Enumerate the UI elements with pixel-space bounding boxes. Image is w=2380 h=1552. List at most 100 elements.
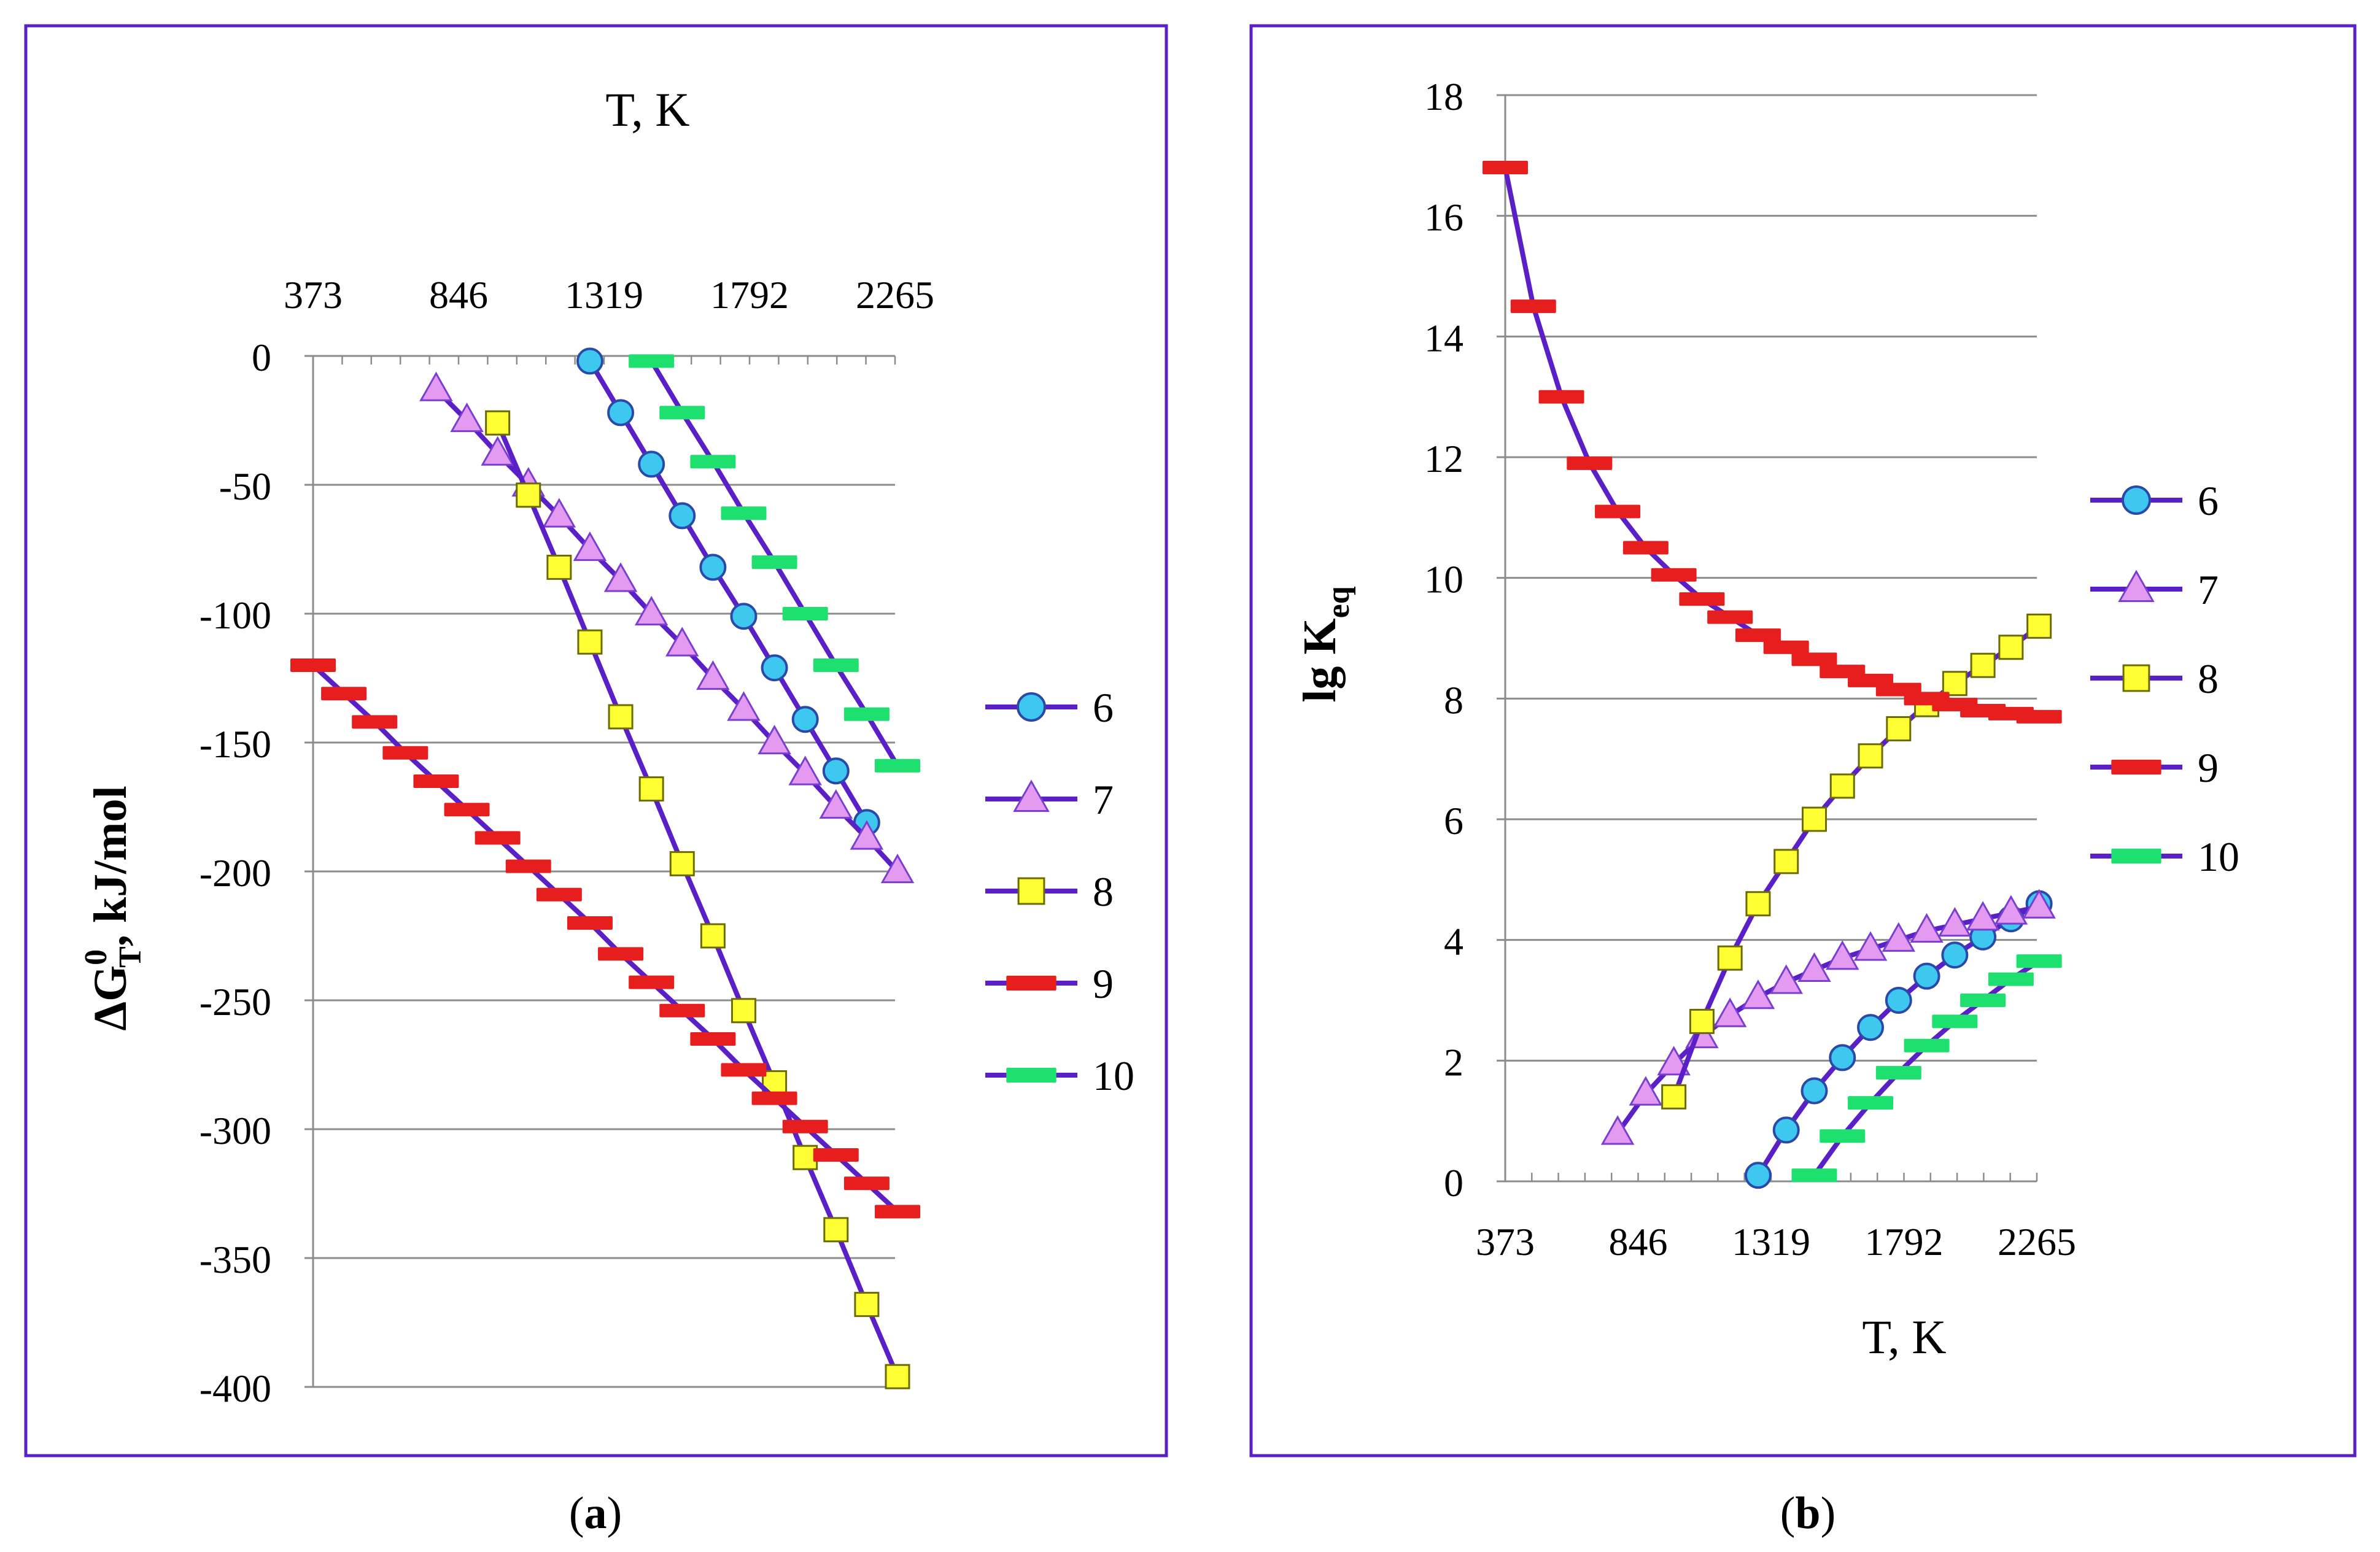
panel-b-caption-letter: b xyxy=(1795,1488,1820,1538)
panel-b-ylabel-sub: eq xyxy=(1321,586,1356,618)
panel-a-ytick-label-6: -300 xyxy=(200,1109,271,1152)
panel-b-series-7-point-7 xyxy=(1797,952,1831,983)
panel-a-series-8-point-11 xyxy=(823,1217,849,1243)
panel-a-legend-6-label: 6 xyxy=(1093,684,1114,731)
panel-b-xtick-label-0: 373 xyxy=(1476,1220,1535,1264)
panel-a-xtick-label-0: 373 xyxy=(284,273,343,317)
panel-a-series-10-point-5 xyxy=(782,607,828,620)
panel-a-series-6-point-0 xyxy=(576,347,603,375)
panel-a-series-9-point-16 xyxy=(782,1119,828,1133)
panel-a-legend-10-marker xyxy=(1006,1067,1056,1083)
panel-b-series-8-point-12 xyxy=(1998,635,2024,660)
panel-b-xtick-label-2: 1319 xyxy=(1732,1220,1810,1264)
panel-b-ytick-label-9: 18 xyxy=(1424,75,1463,118)
panel-a-ytick-label-0: 0 xyxy=(252,336,271,379)
panel-b-legend-7-marker xyxy=(2118,569,2155,602)
panel-b-series-7-point-0 xyxy=(1600,1115,1635,1145)
panel-a-ytick-label-8: -400 xyxy=(200,1367,271,1410)
panel-a-xlabel: T, K xyxy=(605,83,689,136)
panel-b-series-6-point-3 xyxy=(1829,1044,1856,1071)
panel-b-frame xyxy=(1249,24,2357,1457)
panel-a-series-9-point-6 xyxy=(475,831,521,845)
panel-a-series-9-point-0 xyxy=(290,658,336,672)
panel-b-legend-10-marker xyxy=(2111,848,2161,864)
panel-b-caption-open: ( xyxy=(1780,1488,1796,1538)
panel-b-series-7-point-9 xyxy=(1853,931,1888,961)
panel-a-series-9-point-11 xyxy=(629,975,675,989)
panel-b-series-7-point-5 xyxy=(1741,979,1775,1010)
panel-a-caption: (a) xyxy=(569,1488,622,1538)
panel-a-series-7-point-15 xyxy=(880,853,915,884)
panel-b-series-8-point-8 xyxy=(1886,716,1912,741)
panel-a-xtick-label-4: 2265 xyxy=(856,273,934,317)
panel-b-series-7-point-10 xyxy=(1882,922,1916,952)
panel-b-ytick-label-7: 14 xyxy=(1424,316,1463,360)
panel-b-legend-10-label: 10 xyxy=(2198,833,2239,880)
panel-a-ylabel-rest: , kJ/mol xyxy=(85,786,136,946)
panel-a-ytick-label-2: -100 xyxy=(200,593,271,637)
panel-a-series-9-point-13 xyxy=(690,1032,736,1046)
panel-a-series-10-point-1 xyxy=(659,406,705,420)
panel-a-xtick-label-1: 846 xyxy=(429,273,488,317)
panel-b-series-8-point-3 xyxy=(1745,891,1771,917)
panel-a-series-10-point-4 xyxy=(751,555,797,569)
panel-a-series-9-point-7 xyxy=(505,859,551,873)
panel-a-legend-8-marker xyxy=(1017,877,1045,905)
panel-b-series-9-point-4 xyxy=(1595,504,1641,519)
panel-a-ylabel-sup: 0 xyxy=(79,949,114,965)
panel-b-series-7-point-8 xyxy=(1825,940,1859,970)
panel-a-series-8-point-13 xyxy=(885,1364,910,1389)
panel-a-series-7-point-4 xyxy=(542,498,576,528)
panel-b-series-8-point-5 xyxy=(1801,806,1827,832)
panel-a-series-9-point-18 xyxy=(843,1176,890,1191)
panel-a-series-9-point-2 xyxy=(352,715,398,729)
panel-b-legend-9-label: 9 xyxy=(2198,744,2219,791)
panel-a-series-8-point-1 xyxy=(516,482,541,508)
panel-a-caption-close: ) xyxy=(607,1488,622,1538)
panel-b-series-10-point-6 xyxy=(1960,994,2006,1007)
panel-a-series-7-point-12 xyxy=(788,755,822,786)
panel-b-ylabel: lg Keq xyxy=(1294,586,1356,702)
panel-a-series-7-point-5 xyxy=(573,531,607,562)
panel-b-legend: 6 7 8 9 10 xyxy=(2090,477,2239,880)
panel-a-series-6-point-4 xyxy=(699,554,727,581)
panel-b-series-7-point-15 xyxy=(2022,889,2056,919)
panel-a-legend-7-marker xyxy=(1013,779,1050,812)
panel-a-series-9-point-19 xyxy=(875,1205,921,1219)
panel-a-series-8-point-3 xyxy=(577,629,603,655)
panel-a-series-7-point-11 xyxy=(758,724,791,755)
panel-b-caption-close: ) xyxy=(1821,1488,1836,1538)
panel-a-ytick-label-3: -150 xyxy=(200,722,271,766)
panel-a-series-9-point-12 xyxy=(659,1003,705,1017)
panel-b-series-7-point-4 xyxy=(1713,997,1747,1027)
panel-b-series-9-point-1 xyxy=(1510,299,1556,314)
panel-a-series-9-point-8 xyxy=(536,887,582,901)
panel-a-series-9-point-14 xyxy=(721,1063,767,1077)
panel-b-ytick-label-6: 12 xyxy=(1424,437,1463,481)
panel-b-series-6-point-6 xyxy=(1913,962,1940,990)
panel-b-caption: (b) xyxy=(1780,1488,1835,1538)
panel-a-series-8-point-2 xyxy=(546,554,572,580)
panel-a-xtick-label-2: 1319 xyxy=(565,273,643,317)
panel-b-ytick-label-0: 0 xyxy=(1444,1161,1463,1205)
panel-b-legend-6-label: 6 xyxy=(2198,477,2219,524)
panel-b-series-8-point-11 xyxy=(1970,652,1996,678)
panel-b-ytick-label-4: 8 xyxy=(1444,678,1463,722)
panel-a-xtick-label-3: 1792 xyxy=(710,273,789,317)
panel-b-series-10-point-5 xyxy=(1932,1014,1978,1029)
panel-a-series-7-point-9 xyxy=(696,660,730,690)
panel-a-legend-8-label: 8 xyxy=(1093,868,1114,915)
panel-a-series-10-point-6 xyxy=(813,658,859,672)
panel-a-series-6-point-5 xyxy=(730,603,758,630)
panel-b-series-7-point-12 xyxy=(1938,907,1972,937)
panel-b-legend-8-marker xyxy=(2122,664,2150,692)
panel-a-series-9-point-1 xyxy=(321,687,367,701)
panel-a-legend-9-marker xyxy=(1006,975,1056,991)
panel-a-legend: 6 7 8 9 10 xyxy=(985,684,1134,1099)
panel-b-series-9-point-7 xyxy=(1679,592,1725,606)
panel-b-series-8-point-4 xyxy=(1773,849,1799,874)
panel-b-series-8-point-2 xyxy=(1717,945,1743,971)
panel-a-ytick-label-7: -350 xyxy=(200,1238,271,1281)
